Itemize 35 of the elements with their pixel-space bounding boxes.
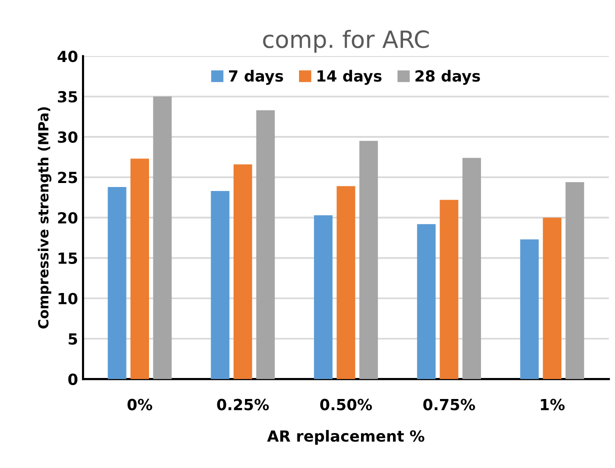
bar (210, 190, 230, 380)
y-tick-label: 25 (58, 172, 78, 184)
bar (130, 158, 150, 380)
x-axis-title: AR replacement % (267, 430, 424, 445)
y-tick-label: 40 (58, 50, 78, 62)
bar (359, 140, 378, 380)
x-tick-label: 0.25% (217, 398, 269, 410)
x-tick-label: 0.50% (320, 398, 372, 410)
y-tick-label: 20 (58, 212, 78, 224)
x-tick-label: 1% (540, 398, 565, 410)
bar (520, 239, 539, 380)
bar (108, 186, 126, 380)
y-tick-label: 5 (68, 333, 78, 345)
chart-title: comp. for ARC (263, 30, 429, 53)
bar (153, 96, 172, 380)
bar (336, 186, 356, 380)
bar (314, 215, 333, 380)
bar (462, 158, 481, 380)
y-tick-label: 10 (58, 292, 78, 304)
y-tick-label: 35 (58, 90, 78, 103)
bar (542, 218, 562, 380)
y-axis-title: Compressive strength (MPa) (38, 107, 52, 328)
x-tick-label: 0.75% (423, 398, 476, 410)
y-tick-label: 15 (58, 252, 78, 264)
x-tick-label: 0% (127, 398, 152, 410)
y-tick-label: 0 (68, 374, 78, 386)
bar (417, 224, 436, 380)
y-tick-label: 30 (58, 131, 78, 143)
bar (440, 200, 458, 380)
legend-label: 28 days (416, 70, 480, 85)
legend-label: 14 days (318, 70, 382, 85)
legend-label: 7 days (228, 70, 284, 85)
bar (234, 164, 252, 380)
bar (256, 110, 275, 380)
bar (566, 182, 584, 380)
